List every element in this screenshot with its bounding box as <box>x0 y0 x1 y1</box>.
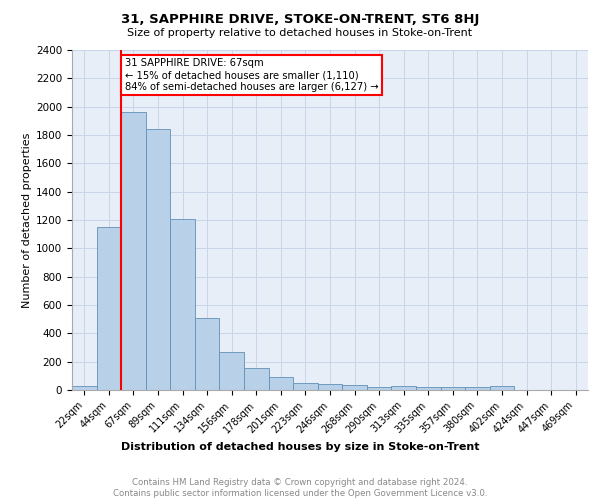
Bar <box>465 387 490 390</box>
Bar <box>490 386 514 390</box>
Bar <box>293 383 318 390</box>
Bar <box>97 227 121 390</box>
Text: 31, SAPPHIRE DRIVE, STOKE-ON-TRENT, ST6 8HJ: 31, SAPPHIRE DRIVE, STOKE-ON-TRENT, ST6 … <box>121 12 479 26</box>
Bar <box>416 387 440 390</box>
Bar <box>146 130 170 390</box>
Bar <box>342 385 367 390</box>
Bar <box>440 387 465 390</box>
Bar <box>391 386 416 390</box>
Bar <box>220 352 244 390</box>
Text: Distribution of detached houses by size in Stoke-on-Trent: Distribution of detached houses by size … <box>121 442 479 452</box>
Text: 31 SAPPHIRE DRIVE: 67sqm
← 15% of detached houses are smaller (1,110)
84% of sem: 31 SAPPHIRE DRIVE: 67sqm ← 15% of detach… <box>125 58 379 92</box>
Text: Contains HM Land Registry data © Crown copyright and database right 2024.
Contai: Contains HM Land Registry data © Crown c… <box>113 478 487 498</box>
Bar <box>244 368 269 390</box>
Bar <box>170 218 195 390</box>
Bar <box>269 377 293 390</box>
Bar <box>121 112 146 390</box>
Bar <box>318 384 342 390</box>
Bar <box>72 386 97 390</box>
Bar <box>195 318 220 390</box>
Y-axis label: Number of detached properties: Number of detached properties <box>22 132 32 308</box>
Bar <box>367 387 391 390</box>
Text: Size of property relative to detached houses in Stoke-on-Trent: Size of property relative to detached ho… <box>127 28 473 38</box>
